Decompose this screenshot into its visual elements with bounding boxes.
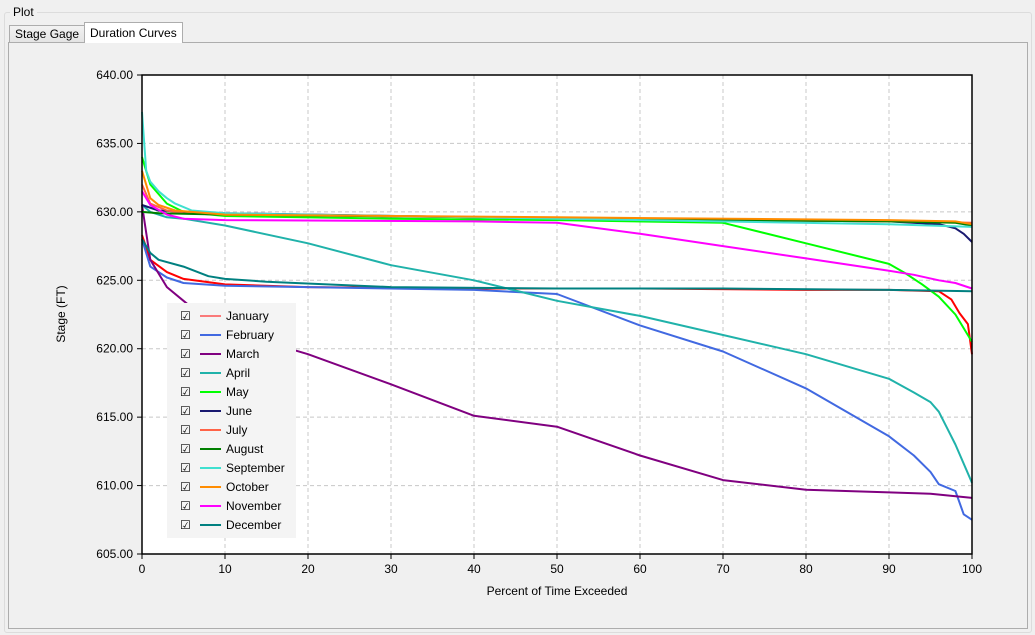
series-line-november <box>141 190 973 290</box>
legend-checkbox-january[interactable]: ☑ <box>180 309 191 323</box>
legend-label: July <box>226 423 247 437</box>
series-line-march <box>141 204 973 499</box>
x-tick-label: 50 <box>550 562 564 576</box>
x-tick-label: 0 <box>139 562 146 576</box>
y-tick-label: 620.00 <box>96 342 133 356</box>
x-tick-label: 90 <box>882 562 896 576</box>
y-tick-label: 630.00 <box>96 205 133 219</box>
x-tick-label: 20 <box>301 562 315 576</box>
y-tick-label: 610.00 <box>96 479 133 493</box>
legend-label: December <box>226 518 281 532</box>
legend-label: April <box>226 366 250 380</box>
x-tick-label: 10 <box>218 562 232 576</box>
y-tick-label: 640.00 <box>96 68 133 82</box>
series-line-may <box>141 156 973 343</box>
legend-label: September <box>226 461 285 475</box>
y-tick-label: 605.00 <box>96 547 133 561</box>
plot-group <box>4 12 1032 633</box>
legend-checkbox-november[interactable]: ☑ <box>180 499 191 513</box>
tab-duration-curves[interactable]: Duration Curves <box>84 22 183 43</box>
legend-label: February <box>226 328 274 342</box>
x-tick-label: 60 <box>633 562 647 576</box>
legend-checkbox-march[interactable]: ☑ <box>180 347 191 361</box>
x-tick-label: 70 <box>716 562 730 576</box>
series-line-february <box>141 238 973 521</box>
series-line-september <box>141 111 973 228</box>
legend: ☑ January ☑ February ☑ March ☑ April ☑ May ☑ June ☑ J… <box>167 303 296 538</box>
legend-checkbox-july[interactable]: ☑ <box>180 423 191 437</box>
x-tick-label: 100 <box>962 562 982 576</box>
x-tick-label: 40 <box>467 562 481 576</box>
tab-stage-gage[interactable]: Stage Gage <box>9 25 86 43</box>
x-axis-label: Percent of Time Exceeded <box>487 584 628 598</box>
legend-label: May <box>226 385 249 399</box>
legend-label: June <box>226 404 252 418</box>
y-axis-label: Stage (FT) <box>54 285 68 342</box>
y-tick-label: 625.00 <box>96 273 133 287</box>
legend-checkbox-september[interactable]: ☑ <box>180 461 191 475</box>
plot-group-label: Plot <box>10 5 37 19</box>
legend-checkbox-december[interactable]: ☑ <box>180 518 191 532</box>
legend-checkbox-april[interactable]: ☑ <box>180 366 191 380</box>
series-line-october <box>141 170 973 226</box>
legend-checkbox-october[interactable]: ☑ <box>180 480 191 494</box>
legend-label: March <box>226 347 259 361</box>
legend-box <box>167 303 296 538</box>
legend-checkbox-may[interactable]: ☑ <box>180 385 191 399</box>
legend-label: August <box>226 442 264 456</box>
x-tick-label: 30 <box>384 562 398 576</box>
y-tick-label: 615.00 <box>96 410 133 424</box>
series-line-december <box>141 238 973 293</box>
legend-checkbox-august[interactable]: ☑ <box>180 442 191 456</box>
legend-checkbox-june[interactable]: ☑ <box>180 404 191 418</box>
legend-label: November <box>226 499 281 513</box>
legend-label: January <box>226 309 269 323</box>
x-tick-label: 80 <box>799 562 813 576</box>
legend-label: October <box>226 480 269 494</box>
legend-checkbox-february[interactable]: ☑ <box>180 328 191 342</box>
y-tick-label: 635.00 <box>96 136 133 150</box>
